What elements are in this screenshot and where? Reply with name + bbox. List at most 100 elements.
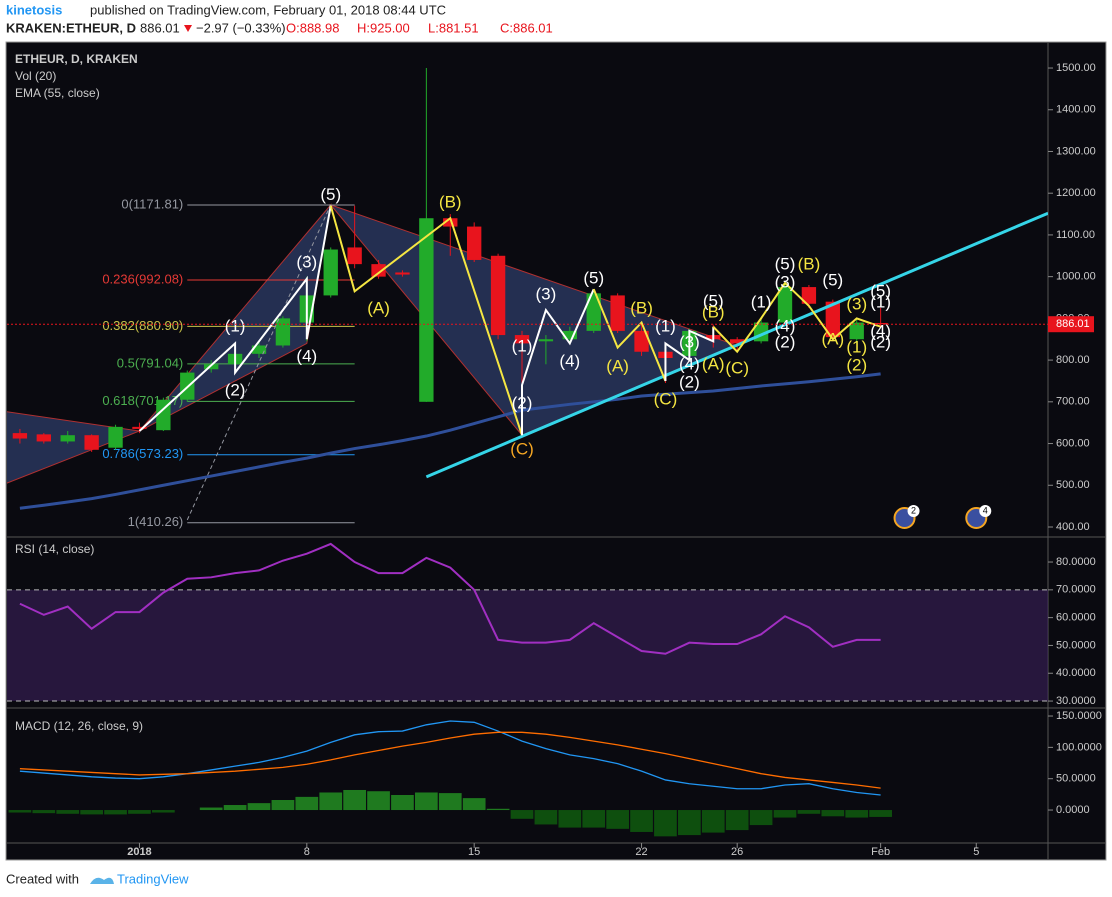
created-with: Created with xyxy=(6,871,79,886)
header-change: −2.97 (−0.33%) xyxy=(196,20,286,35)
macd-histogram-bar xyxy=(199,807,223,811)
event-count: 4 xyxy=(983,505,988,515)
macd-histogram-bar xyxy=(462,798,486,811)
ema-line xyxy=(19,372,881,510)
rsi-title: RSI (14, close) xyxy=(15,542,94,556)
macd-histogram-bar xyxy=(534,810,558,825)
candle-body xyxy=(156,399,171,431)
macd-histogram-bar xyxy=(56,810,80,814)
macd-histogram-bar xyxy=(152,810,175,813)
wave-label: (1) xyxy=(846,337,867,356)
header-close: C:886.01 xyxy=(500,20,553,35)
main-title: ETHEUR, D, KRAKEN xyxy=(15,52,138,66)
y-tick-label: 700.00 xyxy=(1056,396,1090,408)
y-tick-label: 150.0000 xyxy=(1056,710,1102,722)
wave-label: (2) xyxy=(225,380,246,399)
macd-histogram-bar xyxy=(128,810,151,814)
author-link[interactable]: kinetosis xyxy=(6,2,62,17)
x-tick-label: 5 xyxy=(973,846,979,858)
macd-histogram-bar xyxy=(223,805,247,811)
wave-label: (5) xyxy=(822,271,843,290)
x-tick-label: 8 xyxy=(304,846,310,858)
y-tick-label: 40.0000 xyxy=(1056,667,1096,679)
macd-histogram-bar xyxy=(510,810,534,819)
macd-histogram-bar xyxy=(845,810,869,818)
y-tick-label: 1000.00 xyxy=(1056,271,1096,283)
wave-label: (B) xyxy=(630,299,653,318)
candle-body xyxy=(204,364,219,370)
macd-histogram-bar xyxy=(582,810,606,828)
macd-histogram-bar xyxy=(295,796,319,811)
candle-body xyxy=(371,264,386,277)
candle-body xyxy=(873,322,888,325)
candle-body xyxy=(849,322,864,340)
macd-histogram-bar xyxy=(630,810,653,832)
x-tick-label: 2018 xyxy=(127,846,151,858)
macd-histogram-bar xyxy=(701,810,725,833)
fib-label: 0(1171.81) xyxy=(121,196,183,211)
macd-histogram-bar xyxy=(558,810,582,828)
header-price: 886.01 xyxy=(140,20,180,35)
wave-label: (B) xyxy=(702,302,725,321)
macd-histogram-bar xyxy=(367,791,390,811)
wave-label: (5) xyxy=(775,254,796,273)
candle-body xyxy=(634,330,649,352)
y-tick-label: 0.0000 xyxy=(1056,804,1090,816)
wave-label: (A) xyxy=(821,330,844,349)
signal-line xyxy=(19,731,881,789)
candle-body xyxy=(108,426,123,448)
candle-body xyxy=(467,226,482,260)
wave-label: (2) xyxy=(775,332,796,351)
macd-histogram-bar xyxy=(271,800,295,811)
trend-line xyxy=(425,211,1048,479)
wave-line xyxy=(664,326,715,381)
macd-pane xyxy=(8,720,892,837)
candle-body xyxy=(777,287,793,323)
event-badge xyxy=(907,505,920,517)
candle-body xyxy=(801,287,817,304)
y-tick-label: 800.00 xyxy=(1056,354,1090,366)
y-tick-label: 1200.00 xyxy=(1056,187,1096,199)
wave-label: (5) xyxy=(320,185,341,204)
wave-label: (C) xyxy=(510,439,534,458)
wave-label: (5) xyxy=(870,282,891,301)
header-low: L:881.51 xyxy=(428,20,479,35)
candle-body xyxy=(538,339,554,342)
header-open: O:888.98 xyxy=(286,20,340,35)
wave-label: (C) xyxy=(654,390,678,409)
tradingview-link[interactable]: TradingView xyxy=(117,871,189,886)
candle-body xyxy=(132,426,147,429)
candle-body xyxy=(395,272,410,275)
trend-line xyxy=(186,204,332,521)
macd-histogram-bar xyxy=(654,810,677,837)
rsi-pane xyxy=(7,542,1048,702)
macd-histogram-bar xyxy=(869,810,892,817)
symbol: KRAKEN:ETHEUR, D xyxy=(6,20,136,35)
y-tick-label: 1500.00 xyxy=(1056,62,1096,74)
wave-label: (B) xyxy=(798,254,821,273)
wave-label: (4) xyxy=(775,317,796,336)
indicator-label: Vol (20) xyxy=(15,69,56,83)
wave-label: (3) xyxy=(536,284,557,303)
candle-body xyxy=(443,218,458,227)
x-tick-label: Feb xyxy=(871,846,890,858)
rsi-band xyxy=(7,589,1048,702)
wave-line xyxy=(329,205,523,436)
wave-label: (A) xyxy=(367,299,390,318)
wave-label: (3) xyxy=(775,272,796,291)
published-text: published on TradingView.com, February 0… xyxy=(90,2,446,17)
y-tick-label: 80.0000 xyxy=(1056,556,1096,568)
macd-histogram-bar xyxy=(486,808,510,811)
wave-label: (3) xyxy=(846,295,867,314)
axes: 400.00500.00600.00700.00800.00900.001000… xyxy=(127,62,1102,858)
macd-histogram-bar xyxy=(606,810,629,829)
wave-label: (1) xyxy=(751,292,772,311)
candle-body xyxy=(84,435,99,450)
macd-histogram-bar xyxy=(438,793,462,811)
wave-label: (C) xyxy=(725,358,749,377)
wave-label: (2) xyxy=(870,332,891,351)
down-arrow xyxy=(184,25,192,32)
macd-histogram-bar xyxy=(80,810,103,815)
wave-label: (A) xyxy=(702,355,725,374)
